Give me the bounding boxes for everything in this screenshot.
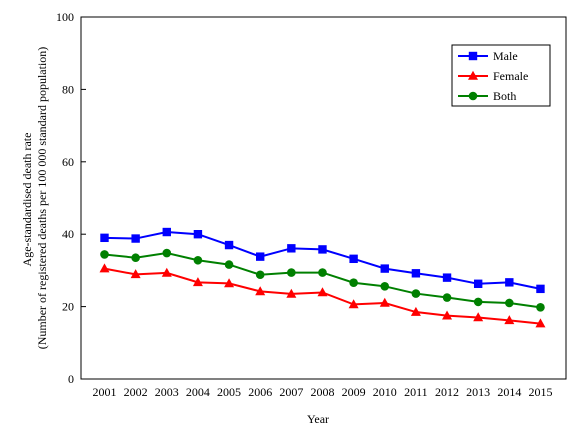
legend: Male Female Both (451, 44, 551, 107)
x-tick-label: 2010 (373, 385, 397, 399)
y-axis-title-line-1: Age-standardised death rate (20, 133, 34, 267)
data-point-male (100, 233, 109, 243)
data-point-female (224, 278, 235, 288)
data-point-female (99, 263, 110, 273)
data-point-both (131, 253, 140, 263)
data-point-male (287, 244, 296, 253)
y-tick-label: 40 (62, 227, 74, 241)
data-point-both (442, 293, 452, 302)
data-point-male (411, 269, 421, 278)
data-point-female (379, 297, 390, 307)
data-point-both (224, 260, 234, 269)
legend-marker-female (468, 70, 478, 80)
y-tick-label: 80 (62, 82, 74, 96)
y-tick-label: 60 (62, 155, 74, 169)
data-point-male (536, 284, 545, 294)
data-point-female (286, 288, 297, 298)
data-point-female (535, 318, 546, 328)
series-male (100, 227, 545, 294)
series-both (100, 248, 545, 312)
y-axis: 0 20 40 60 80 100 (56, 10, 86, 386)
x-tick-label: 2004 (186, 385, 210, 399)
legend-item-female: Female (458, 69, 528, 83)
y-axis-title-line-2: (Number of registered deaths per 100 000… (35, 47, 49, 350)
y-axis-title: Age-standardised death rate (Number of r… (20, 47, 49, 350)
legend-label-female: Female (493, 69, 528, 83)
y-tick-label: 20 (62, 300, 74, 314)
series-female (99, 263, 546, 328)
data-point-male (473, 279, 483, 288)
x-tick-label: 2012 (435, 385, 459, 399)
x-axis-title: Year (307, 412, 329, 426)
data-point-both (318, 268, 327, 277)
legend-item-male: Male (458, 49, 518, 63)
legend-item-both: Both (458, 89, 516, 103)
data-point-both (287, 268, 296, 277)
y-tick-label: 100 (56, 10, 74, 24)
legend-label-male: Male (493, 49, 518, 63)
data-point-male (318, 245, 327, 254)
x-tick-label: 2008 (310, 385, 334, 399)
data-point-both (193, 255, 203, 265)
data-point-male (193, 230, 203, 239)
data-point-both (473, 297, 483, 307)
data-point-female (192, 277, 203, 287)
data-point-male (224, 240, 234, 250)
series-layer (99, 227, 546, 328)
legend-marker-both (468, 91, 478, 101)
data-point-female (410, 306, 421, 316)
x-tick-label: 2001 (93, 385, 117, 399)
x-axis: 2001 2002 2003 2004 2005 2006 2007 2008 2009 2010… (93, 385, 553, 399)
data-point-both (349, 278, 358, 288)
x-tick-label: 2015 (528, 385, 552, 399)
data-point-female (130, 269, 141, 279)
legend-items: Male Female Both (458, 49, 528, 103)
data-point-both (100, 250, 109, 259)
data-point-male (505, 278, 514, 287)
x-tick-label: 2009 (342, 385, 366, 399)
data-point-male (380, 264, 389, 273)
legend-label-both: Both (493, 89, 516, 103)
data-point-both (162, 248, 172, 258)
data-point-both (380, 282, 390, 291)
data-point-both (505, 298, 514, 308)
x-tick-label: 2005 (217, 385, 241, 399)
data-point-female (161, 267, 172, 277)
x-tick-label: 2013 (466, 385, 490, 399)
data-point-female (442, 310, 453, 320)
data-point-male (256, 252, 265, 261)
x-tick-label: 2011 (404, 385, 428, 399)
data-point-both (255, 270, 265, 280)
data-point-male (442, 273, 452, 282)
data-point-female (317, 287, 328, 297)
data-point-both (411, 289, 421, 298)
data-point-male (349, 254, 358, 264)
data-point-female (473, 312, 484, 322)
data-point-female (255, 286, 266, 296)
x-tick-label: 2006 (248, 385, 272, 399)
data-point-female (348, 299, 359, 309)
x-tick-label: 2002 (124, 385, 148, 399)
y-tick-label: 0 (68, 372, 74, 386)
data-point-female (504, 315, 515, 325)
x-tick-label: 2007 (279, 385, 303, 399)
data-point-male (162, 227, 171, 237)
x-tick-label: 2014 (497, 385, 521, 399)
data-point-male (131, 234, 140, 243)
x-tick-label: 2003 (155, 385, 179, 399)
legend-marker-male (468, 51, 478, 61)
data-point-both (536, 303, 545, 312)
